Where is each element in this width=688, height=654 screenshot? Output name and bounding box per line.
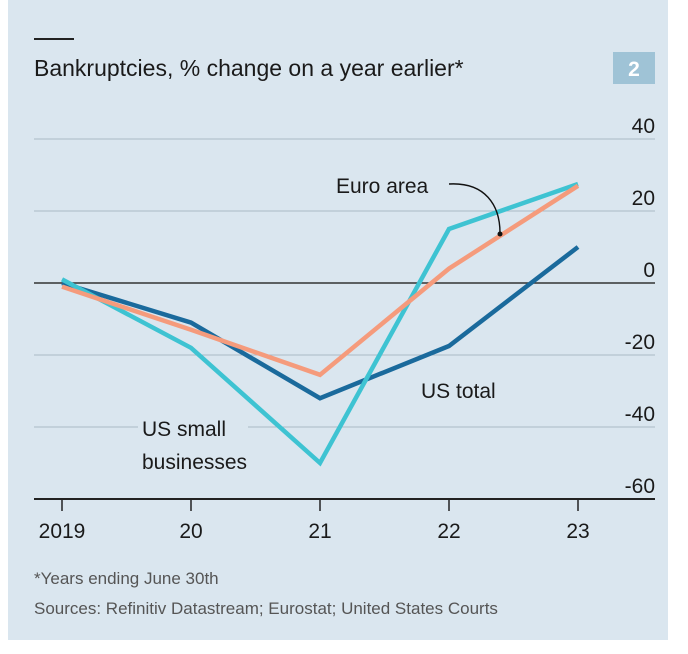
x-tick-label: 20 xyxy=(179,520,202,543)
y-tick-label: 0 xyxy=(643,259,655,282)
label-euro-area: Euro area xyxy=(336,175,429,198)
euro-area-leader-dot xyxy=(497,231,503,237)
x-tick-label: 21 xyxy=(308,520,331,543)
label-bg xyxy=(138,414,248,440)
x-tick-label: 22 xyxy=(437,520,460,543)
label-us-small-line1: US small xyxy=(142,418,226,441)
y-tick-label: -20 xyxy=(625,331,655,354)
x-tick-label: 2019 xyxy=(39,520,86,543)
label-us-total: US total xyxy=(421,380,496,403)
x-tick-label: 23 xyxy=(566,520,589,543)
chart-number: 2 xyxy=(628,58,640,81)
y-tick-label: 20 xyxy=(632,187,655,210)
series-line-euro xyxy=(61,183,580,378)
y-tick-label: -40 xyxy=(625,403,655,426)
sources: Sources: Refinitiv Datastream; Eurostat;… xyxy=(34,599,498,618)
chart-title: Bankruptcies, % change on a year earlier… xyxy=(34,55,464,81)
chart-panel xyxy=(8,0,668,640)
label-us-small-line2: businesses xyxy=(142,451,247,474)
euro-area-leader-line xyxy=(448,183,501,234)
chart-number-badge xyxy=(613,52,655,84)
y-tick-label: -60 xyxy=(625,475,655,498)
footnote: *Years ending June 30th xyxy=(34,569,219,588)
title-rule xyxy=(34,38,74,40)
y-tick-label: 40 xyxy=(632,115,655,138)
